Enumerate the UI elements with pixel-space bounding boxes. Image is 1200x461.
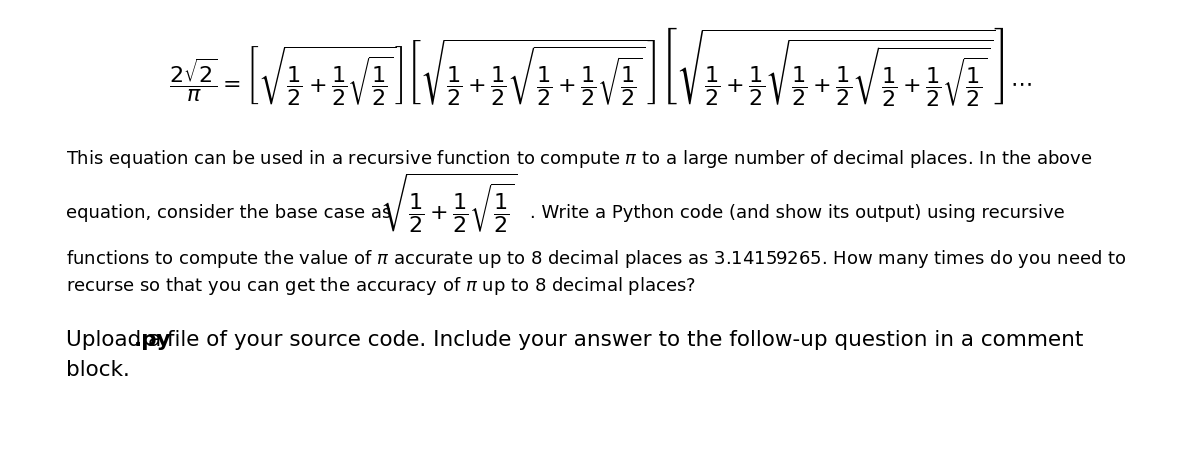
Text: block.: block. xyxy=(66,360,130,380)
Text: .py: .py xyxy=(134,330,172,350)
Text: recurse so that you can get the accuracy of $\pi$ up to 8 decimal places?: recurse so that you can get the accuracy… xyxy=(66,275,696,297)
Text: file of your source code. Include your answer to the follow-up question in a com: file of your source code. Include your a… xyxy=(160,330,1084,350)
Text: . Write a Python code (and show its output) using recursive: . Write a Python code (and show its outp… xyxy=(530,204,1064,222)
Text: equation, consider the base case as: equation, consider the base case as xyxy=(66,204,391,222)
Text: This equation can be used in a recursive function to compute $\pi$ to a large nu: This equation can be used in a recursive… xyxy=(66,148,1093,170)
Text: functions to compute the value of $\pi$ accurate up to 8 decimal places as 3.141: functions to compute the value of $\pi$ … xyxy=(66,248,1127,270)
Text: $\sqrt{\dfrac{1}{2}+\dfrac{1}{2}\sqrt{\dfrac{1}{2}}}$: $\sqrt{\dfrac{1}{2}+\dfrac{1}{2}\sqrt{\d… xyxy=(380,172,517,236)
Text: Upload a: Upload a xyxy=(66,330,168,350)
Text: $\dfrac{2\sqrt{2}}{\pi} = \left[\sqrt{\dfrac{1}{2}+\dfrac{1}{2}\sqrt{\dfrac{1}{2: $\dfrac{2\sqrt{2}}{\pi} = \left[\sqrt{\d… xyxy=(168,26,1032,110)
